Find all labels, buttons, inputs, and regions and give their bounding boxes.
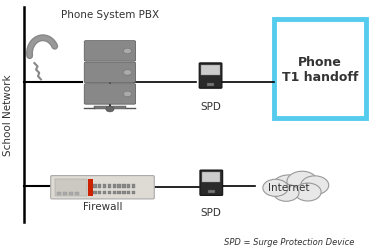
Text: Phone
T1 handoff: Phone T1 handoff: [282, 56, 358, 83]
Bar: [108, 185, 111, 188]
Bar: [202, 172, 220, 182]
Circle shape: [123, 92, 132, 97]
FancyBboxPatch shape: [84, 42, 136, 62]
FancyBboxPatch shape: [274, 20, 366, 119]
Bar: [93, 185, 96, 188]
Text: SPD: SPD: [200, 101, 221, 111]
Text: Phone System PBX: Phone System PBX: [61, 10, 159, 20]
Bar: [132, 191, 135, 194]
Bar: [94, 107, 126, 110]
Bar: [207, 84, 214, 87]
Bar: [132, 185, 135, 188]
Bar: [63, 192, 67, 196]
Circle shape: [287, 172, 317, 192]
Bar: [98, 191, 101, 194]
FancyBboxPatch shape: [84, 63, 136, 83]
Bar: [113, 185, 116, 188]
Bar: [208, 190, 215, 194]
Circle shape: [123, 49, 132, 54]
Text: Internet: Internet: [268, 182, 310, 192]
Bar: [57, 192, 61, 196]
Bar: [122, 191, 126, 194]
Circle shape: [295, 183, 321, 201]
Bar: [118, 191, 121, 194]
Circle shape: [263, 180, 288, 196]
Bar: [98, 185, 101, 188]
Bar: [108, 191, 111, 194]
Bar: [127, 191, 131, 194]
Circle shape: [272, 175, 305, 197]
Bar: [88, 179, 93, 196]
Bar: [74, 192, 79, 196]
Bar: [55, 179, 87, 196]
FancyBboxPatch shape: [200, 170, 223, 196]
Text: School Network: School Network: [3, 74, 13, 156]
Bar: [103, 191, 106, 194]
FancyBboxPatch shape: [51, 176, 154, 199]
Text: Firewall: Firewall: [83, 201, 122, 211]
FancyBboxPatch shape: [84, 84, 136, 105]
Text: SPD: SPD: [201, 207, 222, 217]
FancyBboxPatch shape: [199, 64, 222, 89]
Circle shape: [123, 70, 132, 76]
Bar: [113, 191, 116, 194]
Circle shape: [106, 107, 114, 112]
Bar: [127, 185, 131, 188]
Bar: [103, 185, 106, 188]
Bar: [93, 191, 96, 194]
Bar: [202, 66, 220, 76]
Circle shape: [274, 184, 299, 202]
Bar: [118, 185, 121, 188]
Bar: [69, 192, 73, 196]
Text: SPD = Surge Protection Device: SPD = Surge Protection Device: [223, 237, 354, 246]
Circle shape: [301, 176, 329, 195]
Bar: [122, 185, 126, 188]
